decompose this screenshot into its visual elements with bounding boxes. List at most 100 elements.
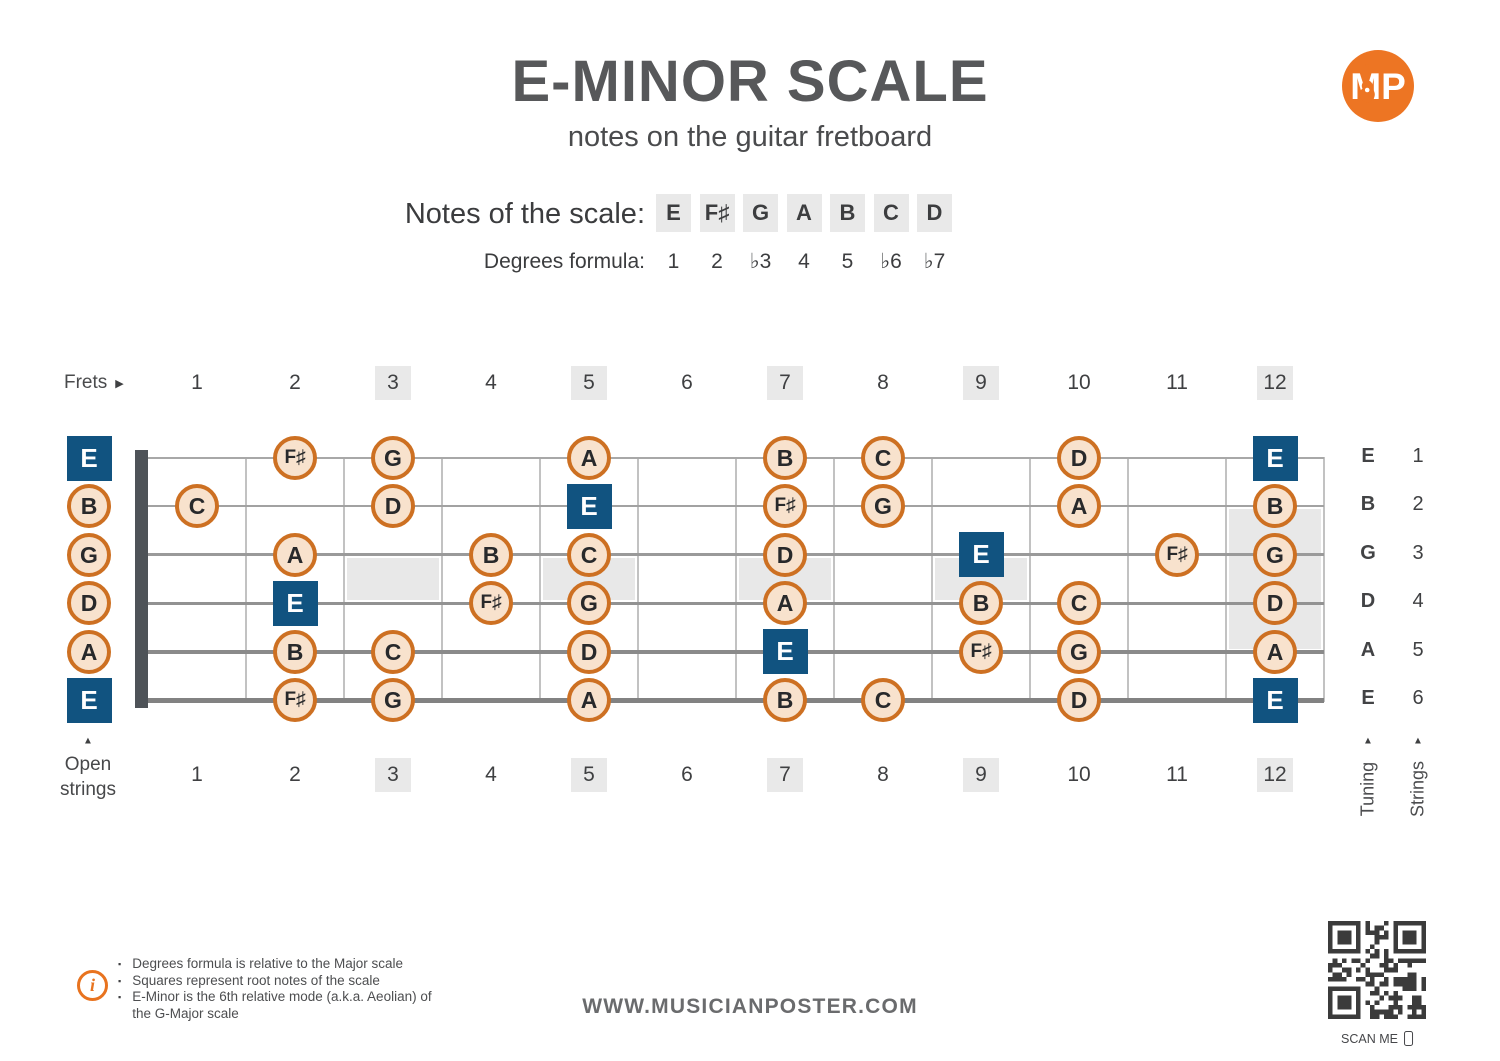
fret-number: 11 (1166, 763, 1188, 786)
tuning-letter: B (1360, 493, 1376, 516)
fret-number: 9 (963, 366, 999, 400)
scale-note-box: F♯ (699, 194, 735, 232)
scan-me-label: SCAN ME (1341, 1031, 1413, 1046)
fret-number: 5 (571, 758, 607, 792)
note-marker: D (1057, 678, 1101, 722)
string-line (148, 553, 1324, 557)
fret-number: 12 (1257, 758, 1293, 792)
tuning-arrow-icon: ▲ (1363, 735, 1373, 747)
open-strings-arrow-icon: ▲ (83, 735, 93, 747)
frets-label-text: Frets (64, 372, 108, 393)
note-marker: G (567, 581, 611, 626)
fret-number: 1 (191, 371, 203, 394)
fret-number: 8 (877, 763, 889, 786)
scale-notes-label: Notes of the scale: (404, 198, 645, 230)
note-marker: B (763, 678, 807, 722)
string-number: 2 (1412, 493, 1424, 516)
note-marker: C (371, 629, 415, 674)
bullet-icon: ▪ (118, 959, 122, 969)
fret-number: 2 (289, 763, 301, 786)
note-marker: B (1253, 484, 1297, 529)
fret-wire (1127, 457, 1129, 702)
degree-value: ♭7 (923, 250, 946, 273)
bullet-icon: ▪ (118, 975, 122, 986)
note-marker: B (763, 436, 807, 480)
note-marker: D (371, 484, 415, 529)
tuning-letter: E (1361, 445, 1375, 467)
strings-arrow-icon: ▲ (1413, 735, 1423, 747)
tuning-letter: D (1360, 590, 1376, 613)
fret-number: 9 (963, 758, 999, 792)
scale-note-box: A (786, 194, 822, 232)
open-note-marker-root: E (66, 435, 112, 481)
note-marker: A (567, 436, 611, 480)
phone-icon (1403, 1031, 1413, 1046)
note-marker: A (567, 678, 611, 722)
string-line (148, 601, 1324, 605)
note-marker: A (273, 532, 317, 577)
note-marker: G (371, 436, 415, 480)
fret-number: 8 (877, 371, 889, 394)
fret-number: 6 (681, 763, 693, 786)
fret-wire (637, 457, 639, 702)
open-note-marker: D (67, 581, 111, 626)
fret-number: 7 (767, 366, 803, 400)
guitar-icon (1359, 64, 1375, 103)
logo-text: MP (1350, 66, 1406, 107)
note-marker: A (1057, 484, 1101, 529)
note-marker: C (175, 484, 219, 529)
note-marker: F♯ (469, 581, 513, 626)
tuning-axis-label: Tuning (1357, 761, 1378, 817)
note-marker: F♯ (959, 629, 1003, 674)
info-note: ▪ E-Minor is the 6th relative mode (a.k.a… (118, 989, 432, 1021)
fret-number: 5 (571, 366, 607, 400)
scale-note-box: C (873, 194, 909, 232)
note-marker: C (861, 678, 905, 722)
fret-number: 3 (375, 758, 411, 792)
fret-marker (347, 557, 439, 601)
info-note: ▪ Degrees formula is relative to the Majo… (118, 956, 404, 971)
scale-notes-row: E F♯ G A B C D (656, 194, 961, 232)
string-number: 4 (1412, 590, 1424, 613)
tuning-letter: E (1361, 687, 1375, 709)
fret-number: 12 (1257, 366, 1293, 400)
frets-axis-label: Frets ▶ (64, 366, 124, 400)
string-number: 1 (1412, 445, 1424, 467)
fret-wire (245, 457, 247, 702)
fret-number: 3 (375, 366, 411, 400)
fret-number: 4 (485, 763, 497, 786)
note-marker: C (1057, 581, 1101, 626)
open-note-marker: A (67, 629, 111, 674)
note-marker: D (567, 629, 611, 674)
page-subtitle: notes on the guitar fretboard (567, 121, 933, 153)
fret-wire (1323, 457, 1325, 702)
info-notes-list: ▪ Degrees formula is relative to the Majo… (118, 956, 453, 1022)
degree-value: 5 (841, 250, 854, 273)
fret-number: 2 (289, 371, 301, 394)
scale-note-box: D (917, 194, 952, 232)
page-title: E-MINOR SCALE (511, 49, 989, 114)
note-marker: D (763, 532, 807, 577)
note-marker-root: E (272, 580, 318, 626)
open-note-marker: G (67, 532, 111, 577)
note-marker: G (371, 678, 415, 722)
note-marker-root: E (566, 483, 612, 529)
frets-arrow-icon: ▶ (115, 377, 124, 390)
fret-number: 1 (191, 763, 203, 786)
open-strings-label: Open strings (60, 754, 116, 800)
note-marker: D (1253, 581, 1297, 626)
fret-wire (833, 457, 835, 702)
string-line (148, 649, 1324, 654)
info-icon: i (77, 970, 108, 1001)
note-marker: B (469, 532, 513, 577)
degree-value: 2 (711, 250, 723, 273)
note-marker: B (273, 629, 317, 674)
degree-value: ♭3 (749, 250, 772, 273)
note-marker: A (1253, 629, 1297, 674)
note-marker: G (861, 484, 905, 529)
note-marker-root: E (762, 629, 808, 675)
fret-wire (1225, 457, 1227, 702)
fret-number: 10 (1067, 763, 1091, 786)
tuning-letter: A (1360, 638, 1376, 661)
